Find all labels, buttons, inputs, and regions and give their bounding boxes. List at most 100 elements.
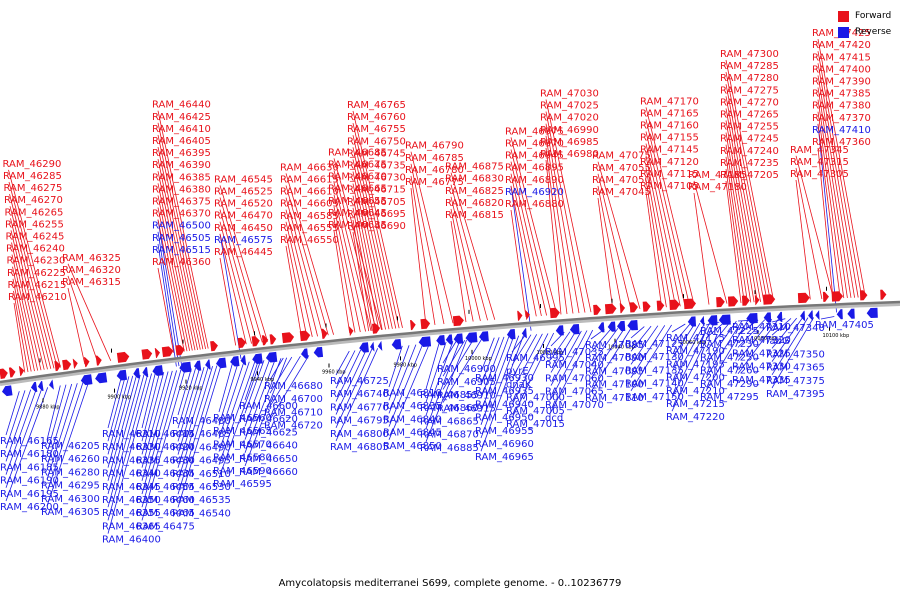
gene-label-RAM_46830[interactable]: RAM_46830 bbox=[445, 174, 504, 185]
gene-label-RAM_47045[interactable]: RAM_47045 bbox=[592, 187, 651, 198]
gene-label-RAM_46425[interactable]: RAM_46425 bbox=[152, 112, 211, 123]
gene-label-RAM_46950[interactable]: RAM_46950 bbox=[475, 413, 534, 424]
gene-label-RAM_47360[interactable]: RAM_47360 bbox=[812, 137, 871, 148]
gene-label-RAM_46285[interactable]: RAM_46285 bbox=[3, 171, 62, 182]
gene-label-RAM_46370[interactable]: RAM_46370 bbox=[152, 209, 211, 220]
gene-label-RAM_46585[interactable]: RAM_46585 bbox=[280, 211, 339, 222]
gene-label-RAM_47135[interactable]: RAM_47135 bbox=[625, 365, 684, 376]
gene-label-RAM_47305[interactable]: RAM_47305 bbox=[790, 169, 849, 180]
gene-label-RAM_46930[interactable]: RAM_46930 bbox=[475, 373, 534, 384]
gene-label-RAM_47290[interactable]: RAM_47290 bbox=[700, 379, 759, 390]
gene-label-RAM_47405[interactable]: RAM_47405 bbox=[815, 320, 874, 331]
gene-label-RAM_46335[interactable]: RAM_46335 bbox=[102, 455, 161, 466]
gene-label-RAM_46670[interactable]: RAM_46670 bbox=[328, 172, 387, 183]
gene-label-RAM_46420[interactable]: RAM_46420 bbox=[136, 442, 195, 453]
gene-label-RAM_47220[interactable]: RAM_47220 bbox=[666, 412, 725, 423]
gene-label-RAM_46855[interactable]: RAM_46855 bbox=[420, 390, 479, 401]
gene-label-RAM_46825[interactable]: RAM_46825 bbox=[445, 186, 504, 197]
gene-label-RAM_46445[interactable]: RAM_46445 bbox=[214, 247, 273, 258]
gene-label-pyrE[interactable]: pyrE bbox=[506, 366, 529, 377]
gene-label-RAM_47300[interactable]: RAM_47300 bbox=[720, 49, 779, 60]
gene-label-RAM_46280[interactable]: RAM_46280 bbox=[41, 467, 100, 478]
gene-label-RAM_46800[interactable]: RAM_46800 bbox=[330, 429, 389, 440]
gene-label-RAM_47075[interactable]: RAM_47075 bbox=[592, 151, 651, 162]
gene-label-RAM_46880[interactable]: RAM_46880 bbox=[505, 199, 564, 210]
gene-label-RAM_46330[interactable]: RAM_46330 bbox=[102, 442, 161, 453]
gene-label-RAM_46635[interactable]: RAM_46635 bbox=[328, 220, 387, 231]
gene-label-RAM_46790[interactable]: RAM_46790 bbox=[405, 141, 464, 152]
gene-label-RAM_46575[interactable]: RAM_46575 bbox=[214, 235, 273, 246]
gene-label-RAM_46975[interactable]: RAM_46975 bbox=[505, 126, 564, 137]
gene-label-RAM_46580[interactable]: RAM_46580 bbox=[213, 453, 272, 464]
gene-label-RAM_46630[interactable]: RAM_46630 bbox=[280, 162, 339, 173]
gene-label-RAM_47415[interactable]: RAM_47415 bbox=[812, 52, 871, 63]
gene-label-RAM_46180[interactable]: RAM_46180 bbox=[0, 449, 59, 460]
gene-label-RAM_46640[interactable]: RAM_46640 bbox=[239, 441, 298, 452]
gene-label-RAM_46385[interactable]: RAM_46385 bbox=[152, 172, 211, 183]
gene-label-RAM_46195[interactable]: RAM_46195 bbox=[0, 489, 59, 500]
gene-label-RAM_46550[interactable]: RAM_46550 bbox=[280, 235, 339, 246]
gene-label-RAM_47030[interactable]: RAM_47030 bbox=[540, 89, 599, 100]
gene-label-RAM_46740[interactable]: RAM_46740 bbox=[330, 389, 389, 400]
gene-label-RAM_46400[interactable]: RAM_46400 bbox=[102, 535, 161, 546]
gene-label-RAM_47020[interactable]: RAM_47020 bbox=[540, 113, 599, 124]
gene-label-RAM_47100[interactable]: RAM_47100 bbox=[585, 380, 644, 391]
gene-label-RAM_46560[interactable]: RAM_46560 bbox=[213, 413, 272, 424]
gene-label-RAM_46870[interactable]: RAM_46870 bbox=[420, 430, 479, 441]
gene-label-RAM_46645[interactable]: RAM_46645 bbox=[328, 208, 387, 219]
gene-label-RAM_46565[interactable]: RAM_46565 bbox=[213, 426, 272, 437]
gene-label-RAM_46505[interactable]: RAM_46505 bbox=[152, 233, 211, 244]
gene-label-RAM_46460[interactable]: RAM_46460 bbox=[136, 495, 195, 506]
gene-label-RAM_46835[interactable]: RAM_46835 bbox=[383, 401, 442, 412]
gene-label-RAM_47265[interactable]: RAM_47265 bbox=[720, 110, 779, 121]
gene-label-RAM_47115[interactable]: RAM_47115 bbox=[640, 169, 699, 180]
gene-label-RAM_47105[interactable]: RAM_47105 bbox=[640, 181, 699, 192]
gene-label-RAM_46350[interactable]: RAM_46350 bbox=[102, 495, 161, 506]
gene-label-RAM_47180[interactable]: RAM_47180 bbox=[688, 182, 747, 193]
gene-label-RAM_47210[interactable]: RAM_47210 bbox=[666, 386, 725, 397]
gene-label-RAM_46185[interactable]: RAM_46185 bbox=[0, 462, 59, 473]
gene-label-RAM_46290[interactable]: RAM_46290 bbox=[3, 159, 62, 170]
gene-label-RAM_46945[interactable]: RAM_46945 bbox=[505, 151, 564, 162]
gene-label-RAM_47270[interactable]: RAM_47270 bbox=[720, 97, 779, 108]
gene-label-RAM_46610[interactable]: RAM_46610 bbox=[280, 187, 339, 198]
gene-label-RAM_47050[interactable]: RAM_47050 bbox=[592, 175, 651, 186]
gene-label-RAM_47295[interactable]: RAM_47295 bbox=[700, 392, 759, 403]
gene-label-RAM_46600[interactable]: RAM_46600 bbox=[239, 401, 298, 412]
gene-label-RAM_46265[interactable]: RAM_46265 bbox=[5, 207, 64, 218]
gene-label-RAM_46530[interactable]: RAM_46530 bbox=[172, 482, 231, 493]
gene-label-RAM_46650[interactable]: RAM_46650 bbox=[239, 454, 298, 465]
gene-label-RAM_46795[interactable]: RAM_46795 bbox=[330, 416, 389, 427]
gene-label-RAM_46860[interactable]: RAM_46860 bbox=[420, 403, 479, 414]
gene-label-RAM_47345[interactable]: RAM_47345 bbox=[790, 145, 849, 156]
gene-label-RAM_46595[interactable]: RAM_46595 bbox=[213, 479, 272, 490]
gene-label-RAM_47065[interactable]: RAM_47065 bbox=[545, 387, 604, 398]
gene-label-RAM_47340[interactable]: RAM_47340 bbox=[766, 323, 825, 334]
gene-label-RAM_46680[interactable]: RAM_46680 bbox=[264, 381, 323, 392]
gene-label-RAM_46365[interactable]: RAM_46365 bbox=[102, 521, 161, 532]
gene-label-RAM_47060[interactable]: RAM_47060 bbox=[545, 373, 604, 384]
gene-label-RAM_47125[interactable]: RAM_47125 bbox=[625, 339, 684, 350]
gene-label-RAM_46295[interactable]: RAM_46295 bbox=[41, 481, 100, 492]
gene-label-RAM_46555[interactable]: RAM_46555 bbox=[280, 223, 339, 234]
gene-label-RAM_46865[interactable]: RAM_46865 bbox=[420, 416, 479, 427]
gene-label-RAM_46245[interactable]: RAM_46245 bbox=[6, 232, 65, 243]
gene-label-RAM_46395[interactable]: RAM_46395 bbox=[152, 148, 211, 159]
gene-label-RAM_46705[interactable]: RAM_46705 bbox=[347, 197, 406, 208]
gene-label-RAM_46985[interactable]: RAM_46985 bbox=[540, 137, 599, 148]
gene-label-RAM_46675[interactable]: RAM_46675 bbox=[328, 160, 387, 171]
gene-label-RAM_47155[interactable]: RAM_47155 bbox=[640, 133, 699, 144]
gene-label-RAM_46970[interactable]: RAM_46970 bbox=[505, 139, 564, 150]
gene-label-RAM_47400[interactable]: RAM_47400 bbox=[812, 64, 871, 75]
gene-label-RAM_46845[interactable]: RAM_46845 bbox=[383, 428, 442, 439]
gene-label-RAM_46940[interactable]: RAM_46940 bbox=[475, 399, 534, 410]
gene-label-RAM_46955[interactable]: RAM_46955 bbox=[475, 426, 534, 437]
gene-label-RAM_46920[interactable]: RAM_46920 bbox=[505, 187, 564, 198]
gene-label-RAM_47385[interactable]: RAM_47385 bbox=[812, 89, 871, 100]
gene-label-RAM_47175[interactable]: RAM_47175 bbox=[666, 333, 725, 344]
gene-label-RAM_46570[interactable]: RAM_46570 bbox=[213, 439, 272, 450]
gene-label-RAM_47410[interactable]: RAM_47410 bbox=[812, 125, 871, 136]
gene-label-RAM_46755[interactable]: RAM_46755 bbox=[347, 124, 406, 135]
gene-label-RAM_46700[interactable]: RAM_46700 bbox=[264, 394, 323, 405]
gene-label-RAM_47230[interactable]: RAM_47230 bbox=[700, 339, 759, 350]
